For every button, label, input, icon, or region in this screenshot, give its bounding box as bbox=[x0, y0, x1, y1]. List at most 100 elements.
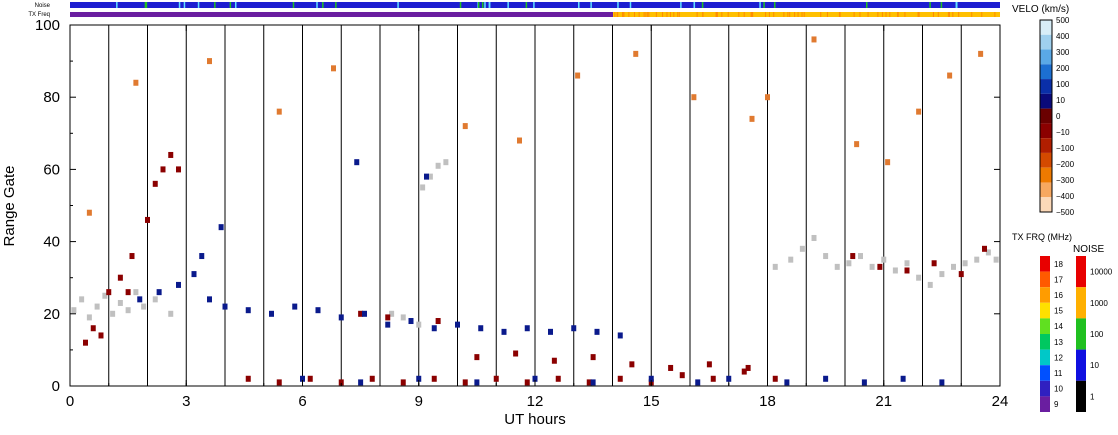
data-point bbox=[749, 115, 755, 122]
x-tick-label: 24 bbox=[992, 393, 1009, 410]
data-point bbox=[98, 332, 104, 339]
velocity-scale-swatch bbox=[1040, 152, 1052, 168]
noise-strip-mark bbox=[477, 2, 480, 8]
data-point bbox=[110, 310, 116, 317]
velocity-scale-label: −10 bbox=[1056, 128, 1070, 137]
data-point bbox=[571, 325, 577, 332]
data-point bbox=[400, 314, 406, 321]
velocity-scale-label: −300 bbox=[1056, 176, 1075, 185]
data-point bbox=[338, 314, 344, 321]
txfreq-strip-mark bbox=[702, 12, 704, 17]
y-axis-title: Range Gate bbox=[1, 166, 18, 247]
velocity-scale-border bbox=[1039, 19, 1053, 213]
data-point bbox=[974, 256, 980, 263]
noise-strip-mark bbox=[214, 2, 216, 8]
txfreq-scale-swatch bbox=[1040, 396, 1050, 412]
data-point bbox=[385, 314, 391, 321]
noise-strip-mark bbox=[773, 2, 776, 8]
noise-scale-swatch bbox=[1076, 318, 1086, 350]
txfreq-strip-mark bbox=[638, 12, 640, 17]
txfreq-strip-mark bbox=[673, 12, 675, 17]
data-point bbox=[307, 375, 313, 382]
data-point bbox=[358, 379, 364, 386]
data-point bbox=[850, 253, 856, 260]
noise-strip-mark bbox=[578, 2, 580, 8]
txfreq-scale-swatch bbox=[1040, 287, 1050, 303]
txfreq-scale-swatch bbox=[1040, 302, 1050, 319]
noise-strip-mark bbox=[397, 2, 399, 8]
txfreq-strip-mark bbox=[952, 12, 954, 17]
data-point bbox=[71, 307, 77, 314]
txfreq-scale-label: 11 bbox=[1054, 369, 1063, 378]
txfreq-scale-swatch bbox=[1040, 380, 1050, 397]
data-point bbox=[424, 173, 429, 180]
velocity-color-scale: 500400300200100100−10−100−200−300−400−50… bbox=[1039, 16, 1075, 217]
txfreq-strip-mark bbox=[783, 12, 785, 17]
data-point bbox=[207, 296, 212, 303]
data-point bbox=[400, 379, 406, 386]
data-point bbox=[551, 357, 557, 364]
data-point bbox=[958, 271, 964, 278]
noise-strip-marks bbox=[116, 2, 958, 8]
data-point bbox=[900, 375, 906, 382]
txfreq-scale-swatch bbox=[1040, 334, 1050, 350]
noise-strip-mark bbox=[759, 2, 761, 8]
data-point bbox=[594, 328, 600, 335]
velocity-scale-swatch bbox=[1040, 182, 1052, 198]
data-point bbox=[176, 166, 181, 173]
data-point bbox=[823, 253, 829, 260]
data-point bbox=[745, 364, 751, 371]
data-point bbox=[846, 260, 852, 267]
txfreq-scale-swatch bbox=[1040, 271, 1050, 288]
noise-scale-swatch bbox=[1076, 380, 1086, 412]
data-point bbox=[854, 141, 860, 148]
data-point bbox=[207, 58, 212, 65]
txfreq-strip-mark bbox=[765, 12, 767, 17]
txfreq-strip-mark bbox=[715, 12, 717, 17]
data-point bbox=[408, 318, 414, 325]
data-point bbox=[420, 184, 426, 191]
data-point bbox=[532, 375, 538, 382]
txfreq-scale-label: 12 bbox=[1054, 353, 1063, 362]
txfreq-strip-mark bbox=[648, 12, 650, 17]
txfreq-scale-title: TX FRQ (MHz) bbox=[1012, 232, 1072, 242]
velocity-scale-label: −500 bbox=[1056, 208, 1075, 217]
noise-scale-swatch bbox=[1076, 287, 1086, 319]
velocity-scale-swatch bbox=[1040, 34, 1052, 50]
txfreq-strip-mark bbox=[752, 12, 754, 17]
txfreq-scale-label: 17 bbox=[1054, 275, 1063, 284]
txfreq-scale-label: 10 bbox=[1054, 385, 1063, 394]
data-point bbox=[199, 253, 205, 260]
data-point bbox=[133, 79, 139, 86]
data-point bbox=[633, 50, 639, 57]
noise-strip-mark bbox=[617, 2, 619, 8]
data-point bbox=[416, 375, 422, 382]
data-point bbox=[276, 108, 282, 115]
velocity-scale-label: 100 bbox=[1056, 80, 1070, 89]
noise-strip-label: Noise bbox=[35, 3, 51, 9]
data-point bbox=[358, 310, 364, 317]
data-point bbox=[834, 263, 840, 270]
noise-strip-mark bbox=[484, 2, 486, 8]
data-point bbox=[513, 350, 519, 357]
data-point bbox=[881, 256, 887, 263]
data-point bbox=[462, 379, 468, 386]
data-point bbox=[137, 296, 143, 303]
txfreq-strip-mark bbox=[904, 12, 906, 17]
data-point bbox=[86, 209, 92, 216]
noise-strip-mark bbox=[629, 2, 632, 8]
data-point bbox=[892, 267, 898, 274]
data-point bbox=[951, 263, 956, 270]
velocity-scale-title: VELO (km/s) bbox=[1012, 4, 1069, 15]
data-point bbox=[369, 375, 375, 382]
txfreq-strip-mark bbox=[994, 12, 996, 17]
txfreq-strip-mark bbox=[867, 12, 869, 17]
noise-strip-mark bbox=[116, 2, 118, 8]
x-tick-label: 12 bbox=[527, 393, 544, 410]
txfreq-strip-mark bbox=[889, 12, 891, 17]
txfreq-scale-label: 13 bbox=[1054, 338, 1063, 347]
noise-strip-mark bbox=[701, 2, 704, 8]
data-point bbox=[695, 379, 701, 386]
velocity-scale-label: 10 bbox=[1056, 96, 1065, 105]
x-axis-title: UT hours bbox=[504, 411, 565, 428]
